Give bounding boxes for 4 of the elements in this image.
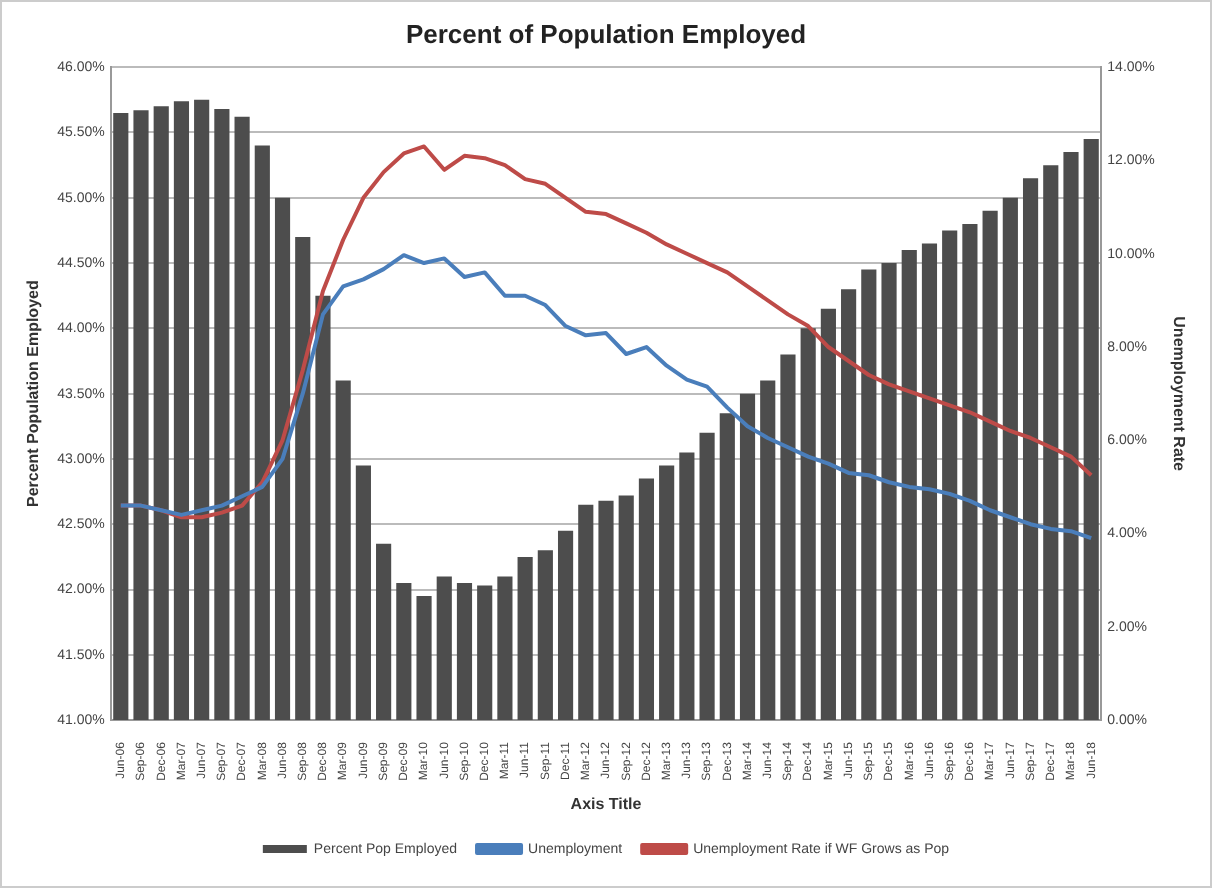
y2-axis-title: Unemployment Rate [1169,316,1188,473]
chart-title: Percent of Population Employed [405,18,807,49]
y-axis-title: Percent Population Employed [24,280,43,508]
x-axis-title: Axis Title [570,794,643,813]
